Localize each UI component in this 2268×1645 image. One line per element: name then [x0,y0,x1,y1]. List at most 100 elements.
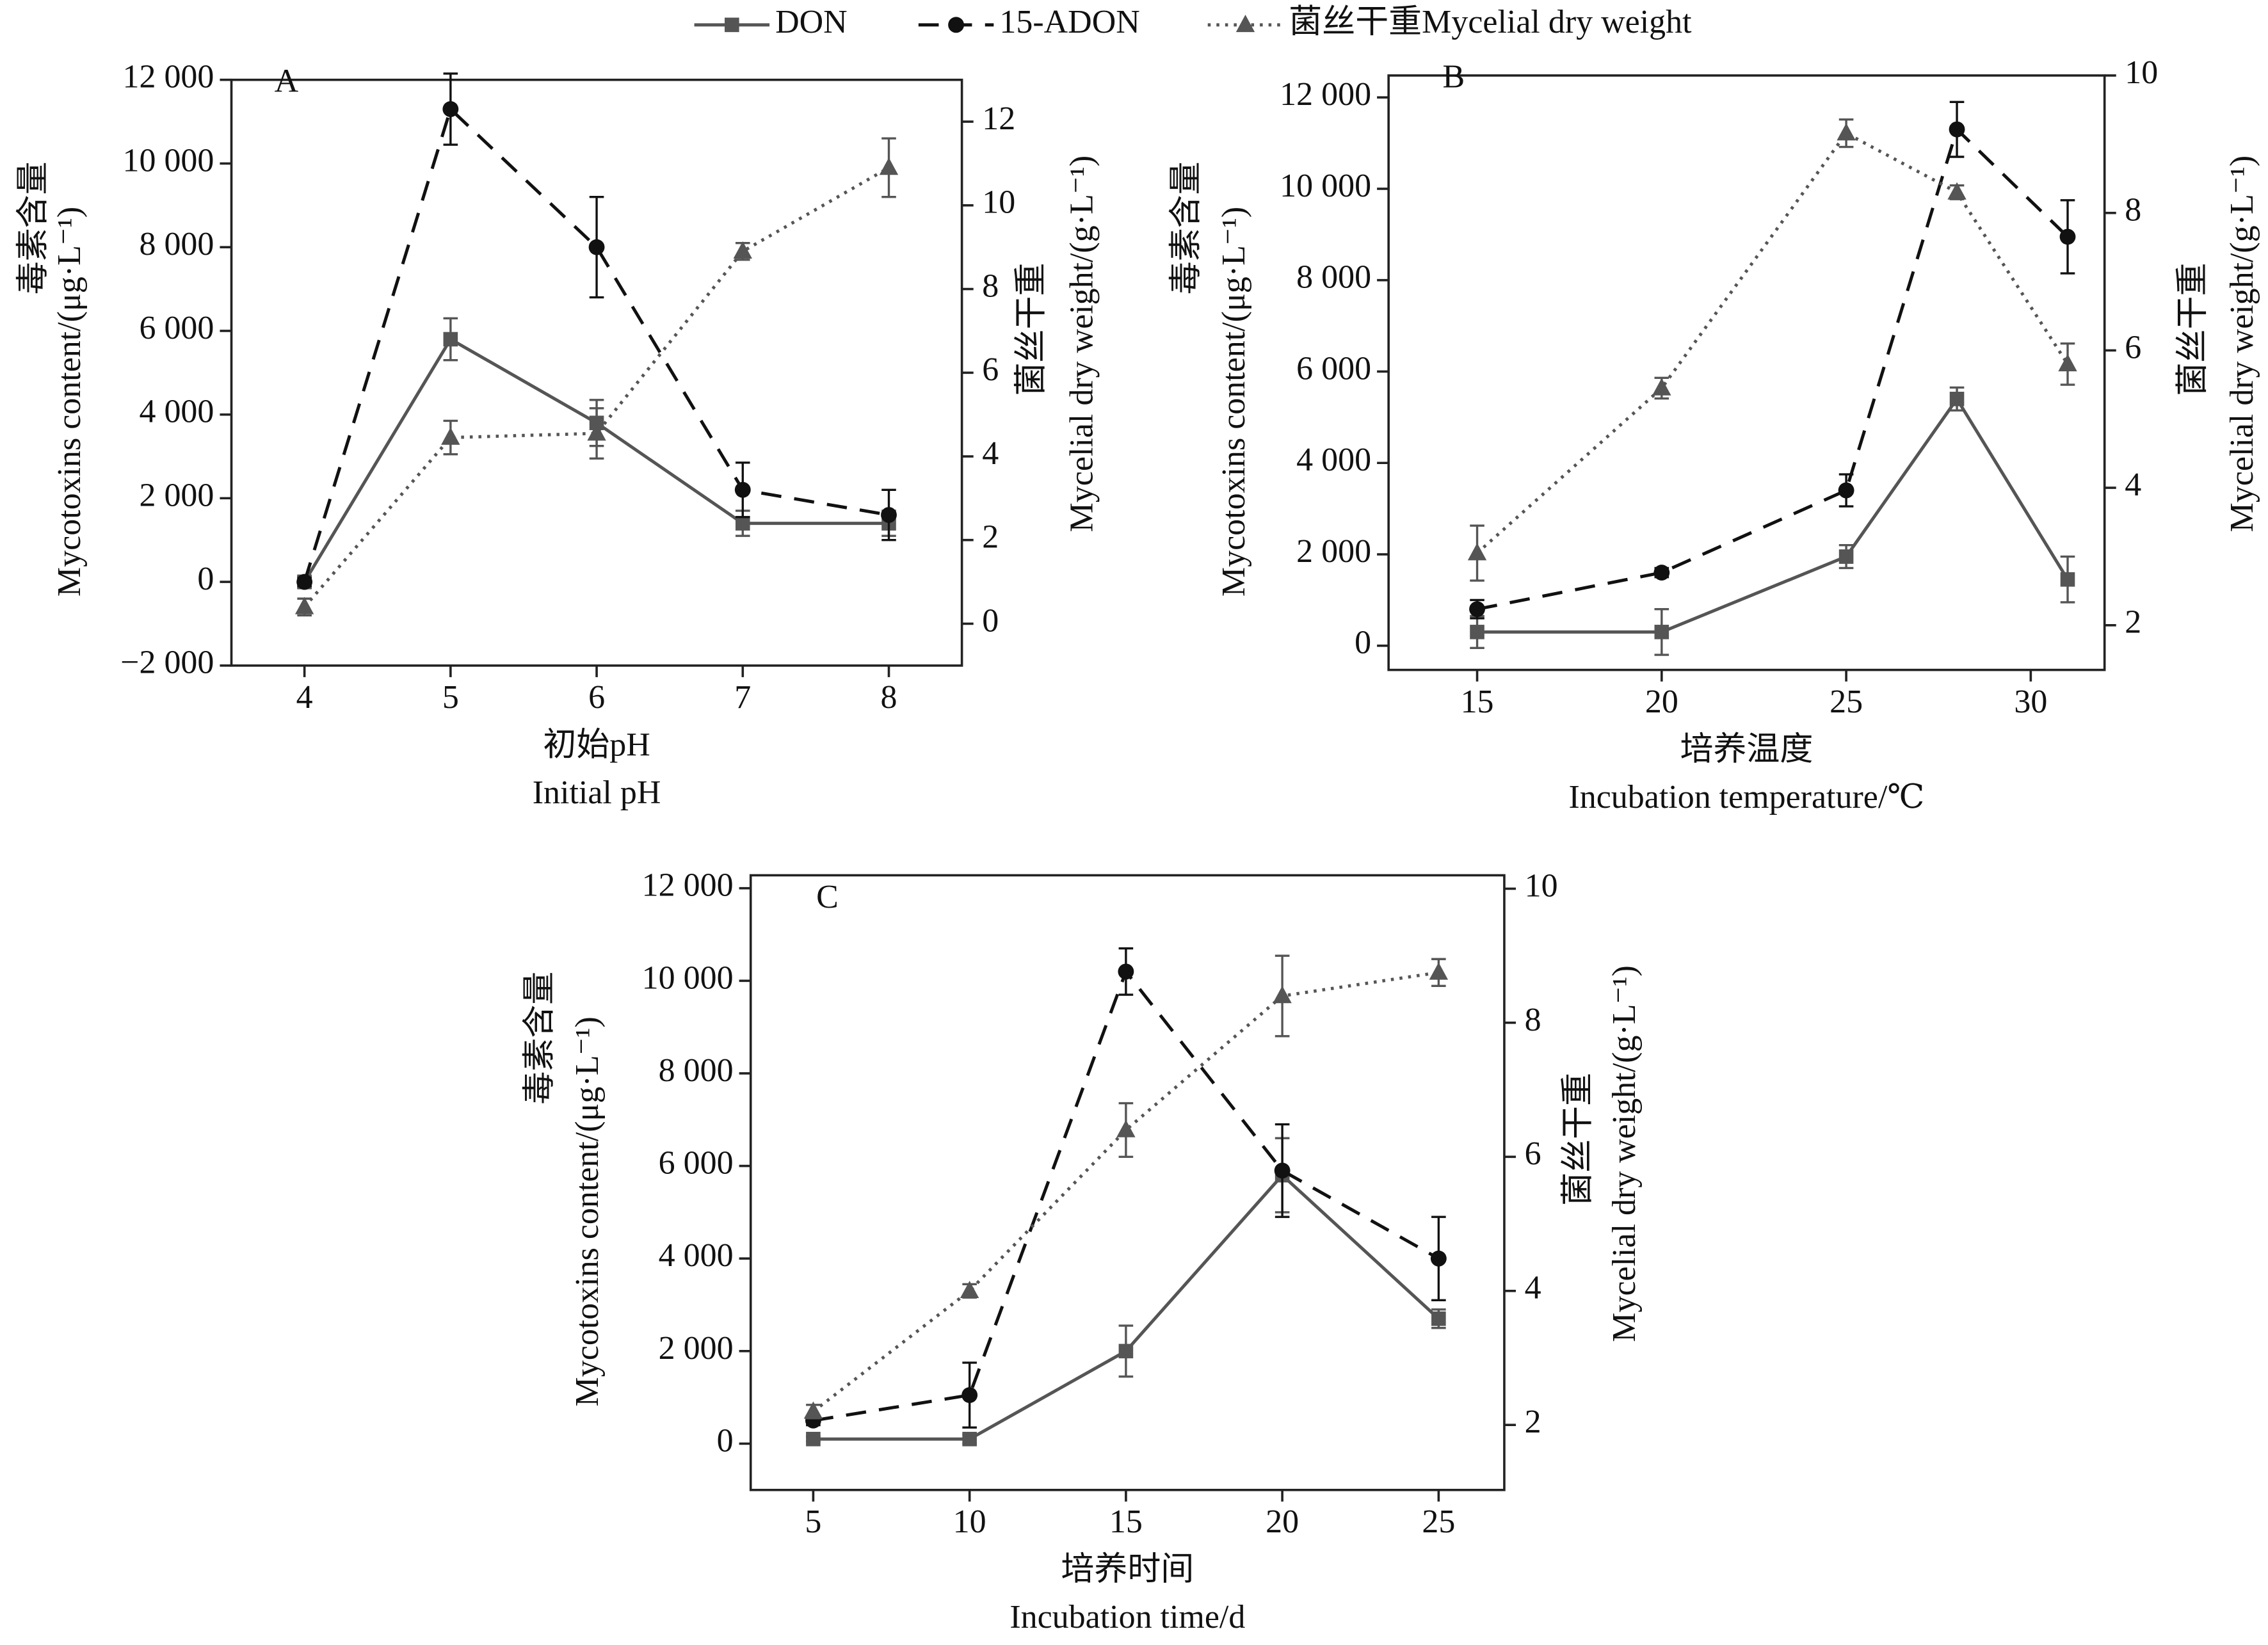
marker [1116,1119,1136,1137]
marker [1469,601,1485,618]
marker [735,516,750,531]
x-tick-label: 20 [1645,684,1678,720]
y-tick-label: 10 000 [642,959,734,996]
panel-label: C [816,879,839,915]
marker [1949,392,1965,406]
marker [588,239,605,255]
y2-tick-label: 2 [1525,1404,1541,1440]
marker [441,427,460,445]
y-tick-label: 8 000 [1296,259,1371,296]
y2-tick-label: 8 [2125,192,2141,229]
y-tick-label: 8 000 [659,1052,734,1089]
y2-tick-label: 4 [1525,1270,1541,1306]
series-line [813,1173,1440,1441]
x-label-cn: 培养时间 [1061,1552,1194,1588]
y2-label: Mycelial dry weight/(g·L⁻¹) [1606,965,1643,1342]
x-tick-label: 5 [442,679,459,716]
panel: −2 000 0 2 000 4 000 6 000 8 000 10 000 12 000 0… [15,59,1100,811]
marker [806,1431,821,1447]
series-line [1477,396,2070,634]
marker [1838,549,1854,564]
x-tick-label: 7 [734,679,751,716]
x-tick-label: 8 [881,679,897,716]
x-tick-label: 15 [1461,684,1494,720]
x-tick-label: 10 [953,1504,986,1540]
y2-label-cn: 菌丝干重 [2175,263,2211,396]
series-line [1476,131,2070,554]
marker [2060,572,2075,587]
panel-label: A [275,63,299,99]
x-tick-label: 25 [1422,1504,1455,1540]
marker [1949,121,1965,138]
plot-frame [230,78,963,667]
marker [803,1401,823,1419]
y-tick-label: 4 000 [1296,442,1371,478]
marker [1273,986,1292,1004]
marker [587,423,606,441]
y-tick-label: −2 000 [120,645,214,681]
y2-tick-label: 2 [982,519,999,556]
y-tick-label: 12 000 [642,867,734,904]
x-tick-label: 15 [1109,1504,1143,1540]
y-tick-label: 10 000 [1280,168,1371,204]
y-tick-label: 4 000 [139,394,214,430]
marker [443,332,458,347]
y-tick-label: 8 000 [139,226,214,262]
y-label: Mycotoxins content/(μg·L⁻¹) [569,1016,606,1406]
y-tick-label: 2 000 [1296,533,1371,570]
marker [1118,963,1134,980]
x-tick-label: 20 [1266,1504,1299,1540]
series-line [303,106,889,582]
x-tick-label: 6 [588,679,605,716]
y2-tick-label: 4 [982,435,999,472]
marker [1947,182,1966,200]
y2-label-cn: 菌丝干重 [1560,1073,1596,1206]
y-tick-label: 6 000 [659,1145,734,1182]
panel-label: B [1443,59,1465,95]
plot-frame [1387,74,2106,671]
marker [1467,543,1487,561]
y2-tick-label: 10 [982,184,1015,221]
y-tick-label: 0 [1355,625,1371,661]
marker [962,1431,977,1447]
y-label-cn: 毒素含量 [521,972,558,1105]
marker [2058,354,2077,372]
marker [1653,565,1670,581]
x-tick-label: 30 [2014,684,2047,720]
marker [1118,1344,1134,1359]
y2-tick-label: 2 [2125,604,2141,641]
marker [1837,123,1856,141]
marker [1470,625,1484,639]
panel: 0 2 000 4 000 6 000 8 000 10 000 12 000 2 4 6 8 10 5… [521,867,1643,1635]
legend-label: DON [775,4,848,40]
y2-tick-label: 0 [982,602,999,639]
y2-tick-label: 8 [982,268,999,304]
marker [734,481,751,498]
marker [733,241,752,259]
y-tick-label: 12 000 [1280,76,1371,113]
y-label-cn: 毒素含量 [1168,161,1204,294]
marker [2059,229,2076,245]
y2-tick-label: 6 [982,351,999,388]
y-label: Mycotoxins content/(μg·L⁻¹) [1216,207,1252,597]
marker [1430,1250,1447,1267]
marker [296,574,313,590]
y-tick-label: 4 000 [659,1237,734,1274]
y2-label-cn: 菌丝干重 [1013,263,1050,396]
y-tick-label: 10 000 [122,142,214,179]
marker [1274,1162,1291,1179]
x-label: Incubation time/d [1009,1599,1245,1635]
x-label: Initial pH [533,774,661,811]
marker [961,1387,978,1403]
x-tick-label: 25 [1830,684,1863,720]
y2-tick-label: 12 [982,100,1015,137]
y-tick-label: 6 000 [1296,350,1371,387]
y2-tick-label: 6 [2125,329,2141,365]
legend-marker [948,17,965,33]
y-label: Mycotoxins content/(μg·L⁻¹) [51,207,88,597]
y-tick-label: 2 000 [659,1330,734,1367]
y2-tick-label: 6 [1525,1135,1541,1172]
marker [881,507,897,523]
y-tick-label: 12 000 [122,59,214,95]
